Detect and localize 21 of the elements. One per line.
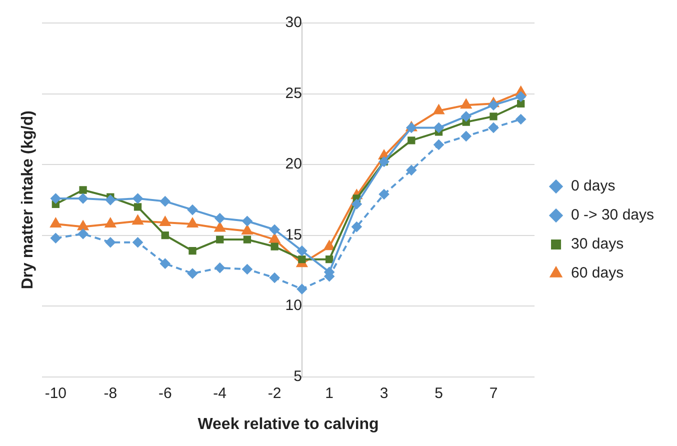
legend-label: 30 days	[571, 236, 624, 253]
legend-label: 60 days	[571, 264, 624, 282]
x-tick-label: -4	[213, 384, 227, 402]
y-tick-label: 20	[285, 156, 302, 173]
x-tick-label: 5	[434, 384, 443, 402]
y-tick-label: 15	[285, 226, 302, 244]
y-tick-label: 10	[285, 297, 302, 314]
x-tick-label: 1	[325, 384, 334, 402]
y-tick-label: 25	[285, 84, 302, 102]
x-tick-label: 7	[489, 384, 498, 402]
x-tick-label: -6	[158, 384, 172, 402]
y-tick-label: 5	[294, 368, 302, 385]
x-tick-label: 3	[380, 384, 388, 402]
y-tick-label: 30	[285, 14, 302, 32]
x-tick-label: -2	[268, 384, 282, 402]
y-axis-title: Dry matter intake (kg/d)	[19, 110, 36, 290]
legend-label: 0 -> 30 days	[571, 206, 654, 224]
x-tick-label: -10	[44, 384, 67, 402]
x-tick-label: -8	[104, 384, 118, 402]
x-axis-title: Week relative to calving	[198, 416, 379, 433]
legend-label: 0 days	[571, 178, 616, 195]
